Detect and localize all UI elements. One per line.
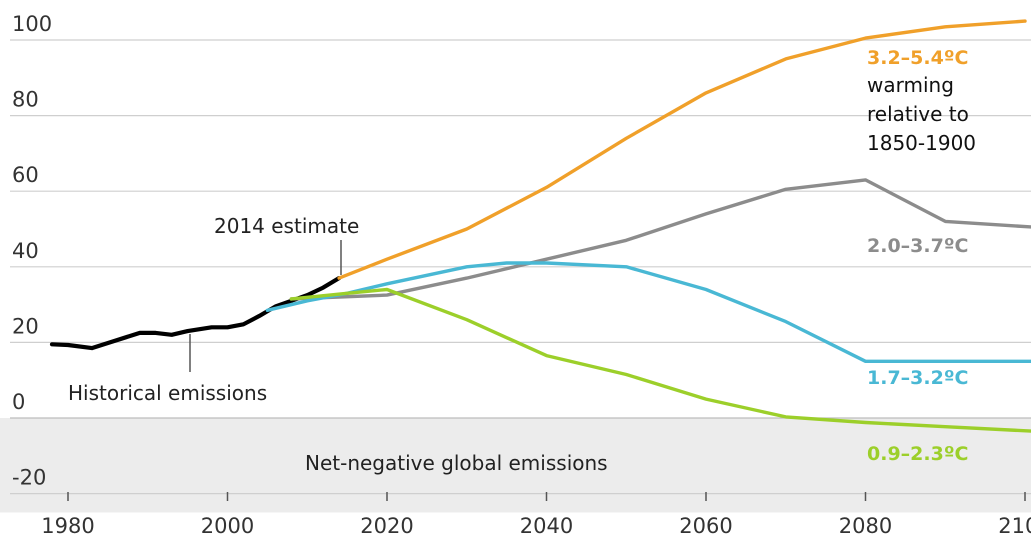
y-axis-ticks: 100 80 60 40 20 0 -20	[12, 12, 52, 490]
series-line-0	[49, 276, 342, 351]
y-tick-label: 0	[12, 390, 25, 414]
x-axis-ticks: 1980 2000 2020 2040 2060 2080 2100	[41, 492, 1031, 538]
y-tick-label: 60	[12, 163, 39, 187]
y-tick-label: 80	[12, 88, 39, 112]
series-line-4	[289, 287, 1031, 433]
series-lines	[49, 19, 1031, 433]
gridlines	[10, 39, 1031, 495]
x-tick-label: 2100	[998, 514, 1031, 538]
negative-band	[0, 418, 1031, 513]
x-tick-label: 2080	[839, 514, 892, 538]
y-tick-label: 20	[12, 314, 39, 338]
historical-label: Historical emissions	[68, 381, 267, 405]
warming-note-line-1: warming	[867, 73, 954, 97]
y-tick-label: 100	[12, 12, 52, 36]
series-line-1	[337, 19, 1027, 280]
warming-note-line-2: relative to	[867, 102, 969, 126]
range-label-low: 0.9–2.3ºC	[867, 443, 968, 465]
series-line-2	[289, 178, 1031, 301]
x-tick-label: 1980	[41, 514, 94, 538]
x-tick-label: 2060	[679, 514, 732, 538]
negative-band-label: Net-negative global emissions	[305, 451, 608, 475]
series-line-3	[265, 261, 1031, 363]
range-label-mid-low: 1.7–3.2ºC	[867, 367, 968, 389]
y-tick-label: -20	[12, 466, 46, 490]
y-tick-label: 40	[12, 239, 39, 263]
range-label-mid-high: 2.0–3.7ºC	[867, 235, 968, 257]
range-label-high: 3.2–5.4ºC	[867, 47, 968, 69]
x-tick-label: 2040	[520, 514, 573, 538]
x-tick-label: 2000	[201, 514, 254, 538]
warming-note-line-3: 1850-1900	[867, 131, 976, 155]
x-tick-label: 2020	[360, 514, 413, 538]
estimate-label: 2014 estimate	[214, 214, 359, 238]
